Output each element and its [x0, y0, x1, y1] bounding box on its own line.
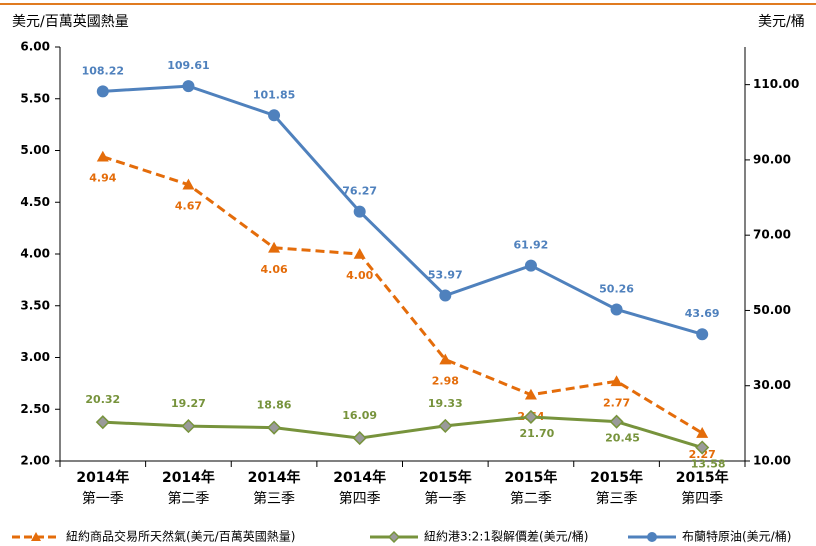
data-point	[96, 150, 109, 162]
data-point	[609, 414, 624, 429]
y2-axis-title: 美元/桶	[758, 14, 805, 30]
data-label: 18.86	[257, 399, 292, 412]
x-tick-label: 第四季	[681, 490, 723, 507]
data-point	[438, 418, 453, 433]
y-axis-title: 美元/百萬英國熱量	[12, 13, 129, 30]
data-label: 108.22	[82, 64, 124, 77]
data-label: 109.61	[167, 59, 209, 72]
data-point	[439, 289, 452, 302]
data-point	[96, 85, 109, 98]
y-tick-label: 5.00	[20, 143, 50, 157]
data-point	[439, 353, 452, 365]
data-label: 4.94	[89, 172, 116, 185]
data-label: 2.77	[603, 396, 630, 409]
legend-label: 紐約港3:2:1裂解價差(美元/桶)	[424, 529, 588, 544]
y-tick-label: 2.00	[20, 454, 50, 468]
data-point	[352, 431, 367, 446]
x-tick-label: 第二季	[167, 490, 209, 507]
y2-tick-label: 30.00	[753, 378, 791, 392]
data-point	[268, 241, 281, 253]
data-label: 101.85	[253, 88, 295, 101]
data-label: 76.27	[342, 185, 377, 198]
x-tick-label: 2015年	[676, 469, 729, 486]
y-tick-label: 6.00	[20, 40, 50, 54]
x-tick-label: 第四季	[339, 490, 381, 507]
data-point	[182, 178, 195, 190]
data-label: 13.58	[691, 458, 726, 471]
data-point	[353, 248, 366, 259]
series-line	[102, 84, 703, 336]
data-label: 21.70	[520, 427, 555, 440]
x-tick-label: 2014年	[162, 469, 215, 486]
data-label: 4.00	[346, 269, 373, 282]
data-point	[268, 109, 281, 122]
y-tick-label: 4.50	[20, 195, 50, 209]
data-point	[95, 415, 110, 430]
y2-tick-label: 70.00	[753, 228, 791, 242]
data-point	[610, 375, 623, 387]
data-point	[524, 259, 537, 272]
x-tick-label: 第二季	[510, 490, 552, 507]
data-point	[696, 328, 709, 341]
data-label: 61.92	[514, 239, 549, 252]
data-label: 20.32	[85, 393, 120, 406]
data-label: 16.09	[342, 409, 377, 422]
legend-marker	[647, 532, 657, 542]
data-label: 19.27	[171, 397, 206, 410]
legend-marker	[31, 532, 41, 541]
x-tick-label: 第一季	[424, 490, 466, 507]
y2-tick-label: 90.00	[753, 152, 791, 166]
y2-tick-label: 110.00	[753, 77, 799, 91]
data-point	[610, 303, 623, 316]
y2-tick-label: 10.00	[753, 454, 791, 468]
data-label: 20.45	[605, 432, 640, 445]
x-tick-label: 2015年	[419, 469, 472, 486]
data-label: 43.69	[685, 307, 720, 320]
y-tick-label: 4.00	[20, 247, 50, 261]
series-line	[102, 415, 703, 449]
y-tick-label: 5.50	[20, 91, 50, 105]
data-point	[267, 420, 282, 435]
x-tick-label: 2015年	[590, 469, 643, 486]
x-tick-label: 第一季	[82, 490, 124, 507]
data-point	[696, 427, 709, 438]
data-label: 4.67	[175, 200, 202, 213]
legend-label: 紐約商品交易所天然氣(美元/百萬英國熱量)	[66, 529, 295, 544]
x-tick-label: 第三季	[253, 490, 295, 507]
y-tick-label: 2.50	[20, 402, 50, 416]
x-tick-label: 2015年	[504, 469, 557, 486]
y-tick-label: 3.50	[20, 298, 50, 312]
x-tick-label: 第三季	[596, 490, 638, 507]
data-label: 50.26	[599, 282, 634, 295]
data-point	[353, 205, 366, 218]
data-label: 19.33	[428, 397, 463, 410]
series-line	[102, 155, 703, 435]
legend-label: 布蘭特原油(美元/桶)	[682, 529, 791, 544]
data-label: 2.98	[432, 375, 459, 388]
data-label: 4.06	[260, 263, 287, 276]
data-point	[181, 419, 196, 434]
data-label: 53.97	[428, 269, 463, 282]
x-tick-label: 2014年	[333, 469, 386, 486]
data-point	[695, 440, 710, 455]
y2-tick-label: 50.00	[753, 303, 791, 317]
x-tick-label: 2014年	[248, 469, 301, 486]
data-point	[523, 409, 538, 425]
y-tick-label: 3.00	[20, 350, 50, 364]
data-point	[182, 80, 195, 93]
data-point	[524, 388, 537, 400]
x-tick-label: 2014年	[76, 469, 129, 486]
legend-marker	[387, 530, 401, 544]
